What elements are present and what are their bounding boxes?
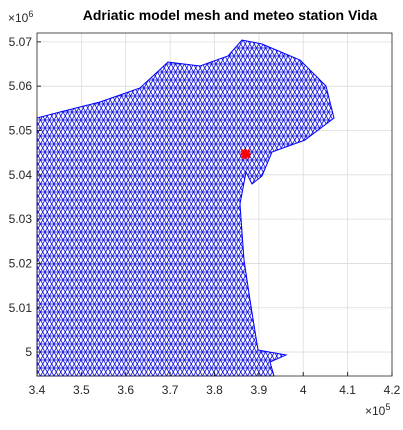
y-tick-label: 5.03 bbox=[9, 212, 33, 226]
y-tick-label: 5.07 bbox=[9, 35, 33, 49]
x-tick-label: 3.6 bbox=[117, 383, 134, 397]
y-tick-label: 5.01 bbox=[9, 301, 33, 315]
y-multiplier: ×106 bbox=[8, 9, 33, 25]
x-multiplier: ×105 bbox=[365, 402, 390, 418]
x-tick-label: 3.9 bbox=[251, 383, 268, 397]
y-tick-label: 5.02 bbox=[9, 256, 33, 270]
x-tick-label: 4 bbox=[300, 383, 307, 397]
x-multiplier-base: ×10 bbox=[365, 404, 386, 418]
x-tick-label: 4.2 bbox=[384, 383, 401, 397]
chart-title: Adriatic model mesh and meteo station Vi… bbox=[83, 7, 378, 23]
x-multiplier-exponent: 5 bbox=[385, 402, 390, 412]
y-multiplier-exponent: 6 bbox=[28, 9, 33, 19]
y-tick-label: 5.06 bbox=[9, 79, 33, 93]
x-tick-label: 3.5 bbox=[73, 383, 90, 397]
station-marker bbox=[240, 148, 251, 159]
y-tick-label: 5 bbox=[25, 345, 32, 359]
y-multiplier-base: ×10 bbox=[8, 11, 29, 25]
x-tick-label: 3.8 bbox=[206, 383, 223, 397]
mesh bbox=[36, 39, 335, 377]
x-tick-label: 4.1 bbox=[339, 383, 356, 397]
x-tick-label: 3.4 bbox=[29, 383, 46, 397]
y-tick-label: 5.04 bbox=[9, 168, 33, 182]
x-tick-label: 3.7 bbox=[162, 383, 179, 397]
y-tick-label: 5.05 bbox=[9, 123, 33, 137]
